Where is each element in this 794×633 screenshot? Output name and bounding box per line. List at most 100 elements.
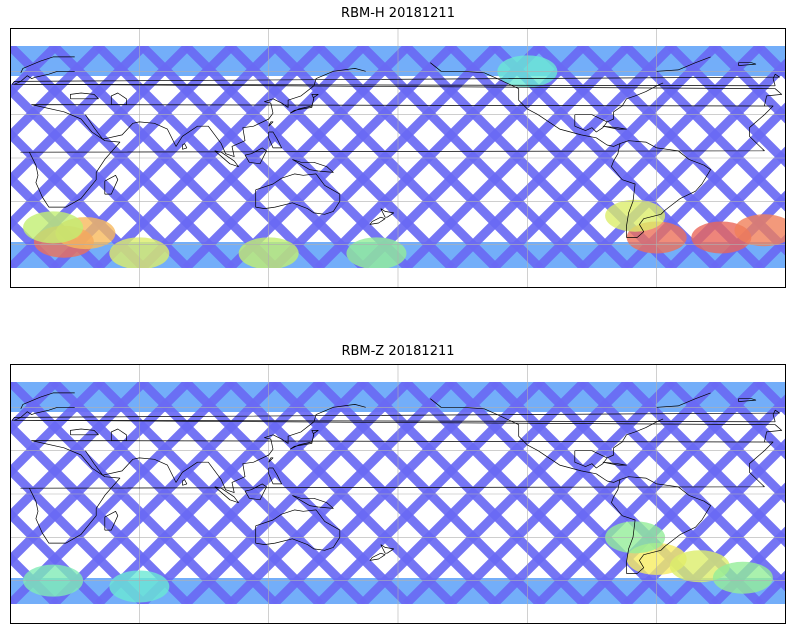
coastline	[182, 143, 188, 150]
descending-track	[226, 46, 456, 268]
coastline	[602, 125, 627, 130]
coastline	[656, 392, 711, 408]
coastline	[268, 457, 274, 463]
descending-track	[270, 46, 500, 268]
panel-title-rbm-z: RBM-Z 20181211	[341, 344, 455, 359]
descending-track	[182, 46, 412, 268]
coastline	[290, 94, 319, 114]
coastline	[292, 159, 334, 173]
coastline	[738, 398, 757, 402]
heat-patch	[23, 211, 84, 244]
coastline	[430, 62, 621, 147]
coastline	[611, 476, 711, 574]
coastline	[70, 428, 99, 436]
coastline	[11, 73, 780, 87]
heat-patch	[712, 561, 773, 594]
map-frame	[10, 28, 786, 288]
descending-track	[446, 46, 676, 268]
coastline	[292, 495, 334, 509]
descending-track	[10, 46, 60, 99]
coastline	[182, 479, 188, 486]
descending-track	[490, 46, 720, 268]
coastline	[70, 92, 99, 100]
coastline	[574, 82, 664, 123]
heat-patch	[605, 199, 666, 232]
coastline	[268, 467, 282, 485]
descending-track	[534, 46, 764, 268]
descending-track	[578, 393, 786, 604]
coastline	[110, 92, 127, 105]
descending-track	[226, 382, 456, 604]
descending-track	[10, 46, 192, 231]
descending-track	[402, 382, 632, 604]
ascending-track	[710, 382, 786, 461]
coastline	[656, 56, 711, 72]
coastline	[11, 409, 780, 423]
coastline	[85, 68, 366, 157]
descending-track	[578, 57, 786, 268]
coastline	[255, 173, 341, 215]
coastline	[13, 406, 783, 443]
descending-track	[10, 46, 104, 143]
ascending-track	[10, 215, 60, 268]
descending-track	[138, 382, 368, 604]
graticule	[10, 364, 786, 624]
coastline	[268, 121, 274, 127]
heat-patch	[346, 237, 407, 268]
coastlines	[11, 56, 783, 238]
descending-track	[402, 46, 632, 268]
heat-patch	[734, 214, 786, 247]
descending-track	[94, 382, 324, 604]
descending-track	[138, 46, 368, 268]
coastline	[738, 62, 757, 66]
coastline	[290, 430, 319, 450]
descending-track	[94, 46, 324, 268]
coastline	[602, 461, 627, 466]
coastline	[214, 150, 239, 168]
coastline	[104, 174, 119, 195]
coastline	[380, 544, 395, 554]
descending-track	[182, 382, 412, 604]
coastline	[574, 114, 608, 133]
map-panel-rbm-h	[10, 28, 786, 288]
coastline	[574, 418, 664, 459]
coastline	[110, 428, 127, 441]
descending-track	[314, 46, 544, 268]
descending-track	[270, 382, 500, 604]
descending-track	[10, 46, 148, 187]
coastline	[430, 398, 621, 483]
map-panel-rbm-z	[10, 364, 786, 624]
coastline	[20, 440, 774, 544]
coastline	[244, 483, 267, 501]
map-frame	[10, 364, 786, 624]
coastline	[13, 70, 783, 107]
coastline	[268, 131, 282, 149]
descending-track	[314, 382, 544, 604]
descending-track	[534, 382, 764, 604]
coastline	[574, 450, 608, 469]
graticule	[10, 28, 786, 288]
descending-track	[446, 382, 676, 604]
descending-track	[490, 382, 720, 604]
coastline	[214, 486, 239, 504]
coastline	[611, 140, 711, 238]
coastline	[20, 56, 75, 73]
descending-track	[10, 382, 104, 479]
panel-title-rbm-h: RBM-H 20181211	[341, 6, 455, 21]
ascending-track	[10, 551, 60, 604]
coastline	[380, 208, 395, 218]
descending-track	[50, 382, 280, 604]
descending-track	[358, 382, 588, 604]
coastline	[244, 147, 267, 165]
descending-track	[10, 382, 60, 435]
coastline	[85, 404, 366, 493]
descending-track	[10, 382, 192, 567]
coastline	[20, 104, 774, 208]
descending-track	[10, 382, 148, 523]
coastline	[369, 552, 386, 561]
coastline	[369, 216, 386, 225]
ascending-track	[710, 46, 786, 125]
coastline	[104, 510, 119, 531]
coastlines	[11, 392, 783, 574]
coastline	[20, 392, 75, 409]
